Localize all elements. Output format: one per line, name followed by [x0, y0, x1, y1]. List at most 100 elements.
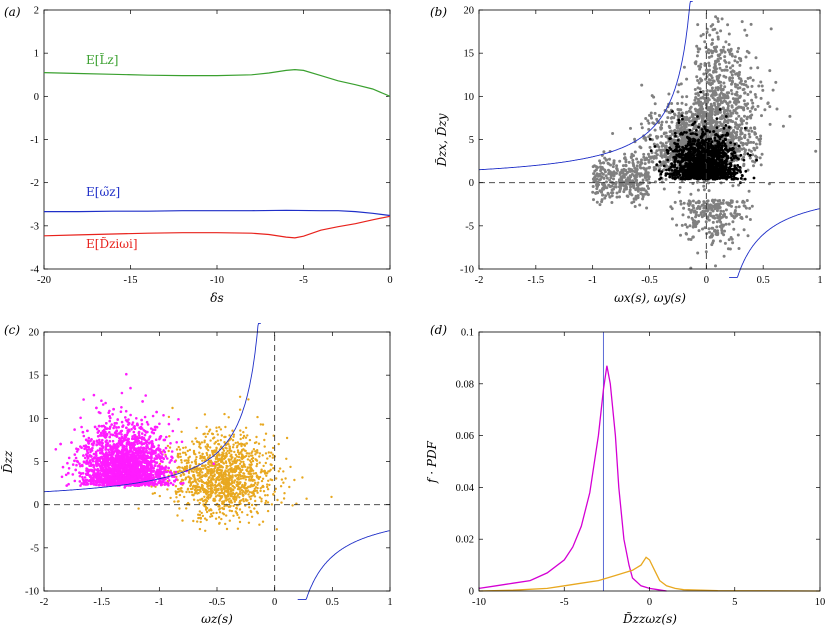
scatter-point-grey	[618, 159, 622, 163]
scatter-point-black	[716, 164, 720, 167]
scatter-point-grey	[742, 108, 746, 112]
scatter-point-grey	[708, 78, 712, 82]
scatter-point-grey	[725, 91, 729, 95]
scatter-point-black	[675, 166, 679, 170]
scatter-point-grey	[727, 43, 731, 46]
scatter-point-orange	[198, 527, 202, 531]
scatter-point-grey	[611, 132, 615, 135]
scatter-point-orange	[241, 454, 244, 457]
scatter-point-grey	[771, 88, 775, 92]
scatter-point-orange	[191, 480, 195, 484]
scatter-point-grey	[751, 153, 755, 157]
scatter-point-orange	[271, 446, 275, 450]
scatter-point-black	[722, 151, 726, 155]
scatter-point-orange	[254, 450, 257, 453]
scatter-point-grey	[754, 154, 758, 158]
scatter-point-grey	[730, 73, 734, 77]
scatter-point-black	[732, 174, 736, 178]
scatter-point-orange	[269, 478, 272, 481]
scatter-point-black	[700, 164, 703, 167]
scatter-point-grey	[636, 194, 640, 198]
scatter-point-grey	[703, 40, 707, 44]
scatter-point-grey	[623, 152, 627, 156]
scatter-point-grey	[642, 152, 646, 156]
scatter-point-grey	[670, 217, 674, 221]
scatter-point-grey	[702, 184, 706, 188]
scatter-point-orange	[250, 503, 254, 507]
scatter-point-orange	[271, 456, 274, 459]
y-tick-label: 0	[34, 92, 39, 103]
scatter-point-grey	[604, 194, 608, 198]
scatter-point-black	[695, 172, 699, 176]
scatter-point-grey	[632, 200, 636, 204]
scatter-point-grey	[749, 140, 753, 144]
scatter-point-grey	[716, 86, 720, 89]
scatter-point-orange	[174, 485, 178, 488]
scatter-point-grey	[737, 46, 740, 50]
scatter-point-black	[693, 174, 696, 178]
panel-label-a: (a)	[4, 5, 21, 19]
scatter-point-grey	[628, 182, 632, 186]
scatter-point-grey	[646, 119, 650, 123]
scatter-point-grey	[607, 162, 611, 166]
scatter-point-black	[714, 160, 717, 163]
scatter-point-grey	[610, 201, 614, 204]
scatter-point-black	[695, 133, 699, 137]
scatter-point-grey	[643, 162, 647, 166]
y-tick-label: 1	[34, 49, 39, 60]
scatter-point-grey	[738, 63, 742, 67]
scatter-point-grey	[645, 206, 649, 210]
scatter-point-orange	[196, 520, 199, 523]
scatter-point-grey	[680, 101, 684, 105]
scatter-point-black	[742, 158, 746, 162]
scatter-point-grey	[702, 188, 706, 192]
scatter-point-orange	[213, 483, 217, 487]
scatter-point-black	[724, 162, 728, 166]
scatter-point-orange	[250, 495, 253, 498]
scatter-point-orange	[275, 477, 278, 480]
scatter-point-orange	[240, 456, 243, 460]
scatter-point-grey	[641, 178, 645, 182]
scatter-point-grey	[734, 102, 738, 106]
scatter-point-grey	[750, 84, 754, 88]
scatter-point-orange	[330, 495, 333, 499]
scatter-point-grey	[660, 123, 663, 127]
scatter-point-grey	[727, 32, 731, 36]
scatter-point-grey	[598, 189, 602, 193]
scatter-point-grey	[742, 162, 746, 166]
scatter-point-orange	[264, 452, 268, 455]
scatter-point-grey	[707, 117, 711, 120]
scatter-point-orange	[244, 436, 248, 439]
scatter-point-grey	[729, 47, 733, 51]
scatter-point-grey	[742, 99, 746, 103]
scatter-point-black	[755, 158, 758, 162]
scatter-point-orange	[258, 455, 261, 458]
scatter-point-orange	[185, 465, 189, 468]
scatter-point-grey	[733, 59, 737, 63]
y-tick-label: -4	[30, 265, 39, 276]
scatter-point-orange	[185, 490, 188, 494]
scatter-point-black	[694, 161, 697, 165]
scatter-point-grey	[639, 146, 643, 150]
scatter-point-grey	[592, 198, 595, 202]
scatter-point-grey	[753, 132, 757, 136]
scatter-point-grey	[769, 27, 773, 31]
scatter-point-grey	[685, 225, 689, 229]
scatter-point-orange	[168, 435, 171, 438]
scatter-point-orange	[189, 483, 193, 487]
scatter-point-grey	[743, 114, 746, 118]
scatter-point-black	[719, 171, 723, 175]
x-axis-label-a: δs	[210, 291, 223, 305]
scatter-point-orange	[245, 442, 249, 445]
scatter-point-grey	[682, 65, 686, 69]
scatter-point-grey	[623, 156, 626, 160]
scatter-point-grey	[697, 103, 701, 107]
scatter-point-grey	[747, 132, 751, 136]
scatter-point-orange	[207, 430, 211, 433]
scatter-point-black	[665, 168, 668, 172]
scatter-point-grey	[704, 111, 708, 114]
scatter-point-grey	[766, 102, 770, 105]
scatter-point-grey	[696, 108, 700, 112]
scatter-point-black	[698, 153, 701, 157]
